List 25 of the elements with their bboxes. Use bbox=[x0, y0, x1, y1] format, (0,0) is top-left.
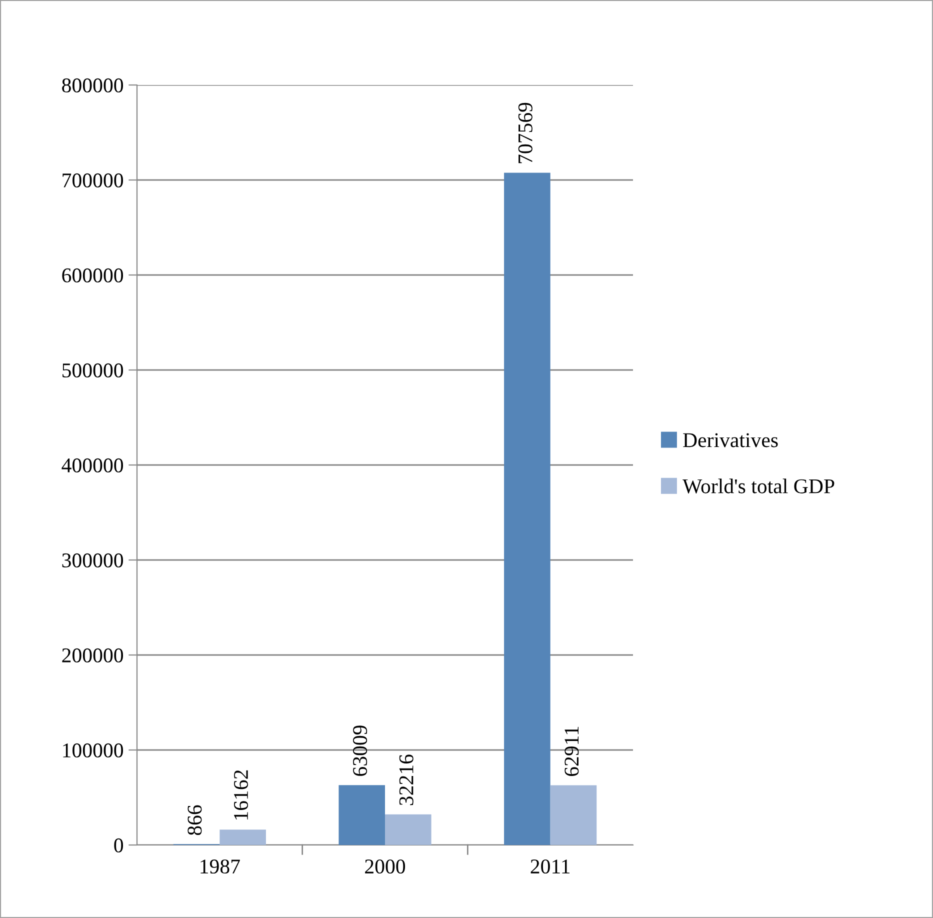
bar bbox=[504, 172, 550, 845]
legend-label: Derivatives bbox=[683, 433, 778, 448]
y-tick-label: 400000 bbox=[62, 458, 124, 472]
bar bbox=[385, 814, 432, 845]
data-label: 707569 bbox=[518, 102, 532, 164]
y-tick-label: 800000 bbox=[62, 78, 124, 92]
x-tick-label: 2011 bbox=[530, 859, 570, 874]
y-tick-label: 500000 bbox=[62, 363, 124, 378]
data-label: 16162 bbox=[234, 770, 248, 820]
bar bbox=[220, 830, 266, 845]
y-tick-label: 300000 bbox=[62, 553, 124, 568]
data-label: 866 bbox=[188, 805, 202, 836]
data-label: 32216 bbox=[399, 754, 414, 806]
x-tick-label: 2000 bbox=[365, 859, 406, 874]
x-tick-label: 1987 bbox=[200, 859, 240, 874]
data-label: 63009 bbox=[353, 726, 368, 776]
bar bbox=[338, 785, 385, 845]
y-tick-label: 700000 bbox=[62, 173, 124, 188]
y-tick-label: 100000 bbox=[63, 743, 124, 758]
y-tick-label: 0 bbox=[114, 838, 124, 852]
bar bbox=[550, 785, 597, 845]
data-label: 62911 bbox=[564, 726, 579, 776]
y-tick-label: 200000 bbox=[62, 648, 124, 662]
legend-label: World's total GDP bbox=[682, 478, 834, 494]
y-tick-label: 600000 bbox=[62, 268, 124, 282]
